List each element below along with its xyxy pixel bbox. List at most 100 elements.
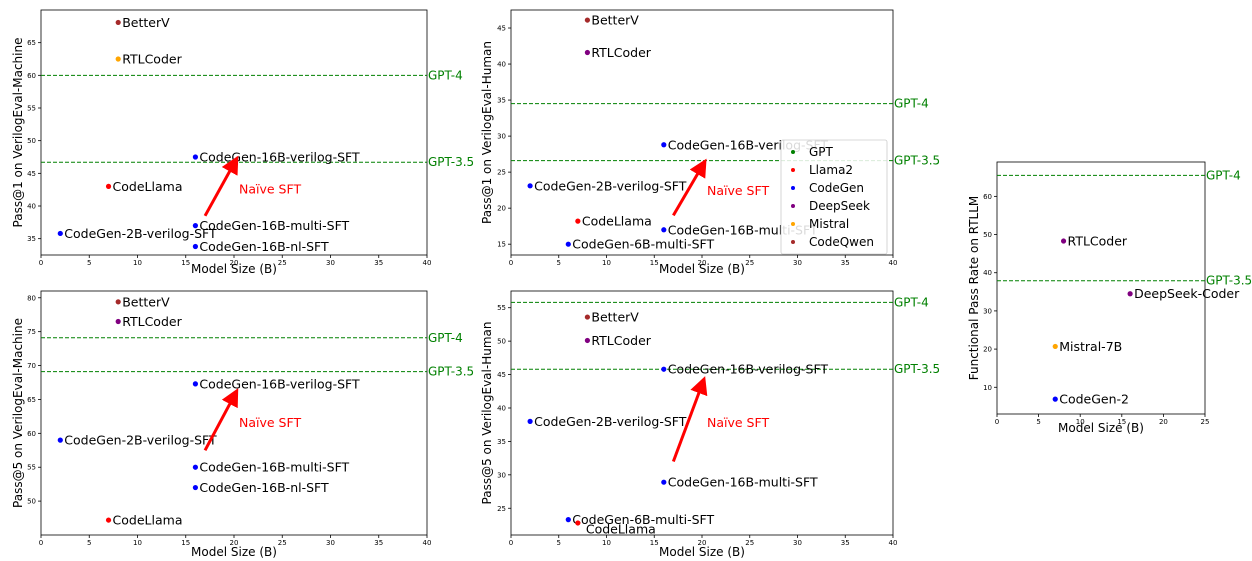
reference-label-gpt-4: GPT-4 xyxy=(428,68,463,82)
y-tick-label: 40 xyxy=(497,61,506,69)
y-axis-label: Pass@1 on VerilogEval-Human xyxy=(480,41,494,224)
data-point-label: CodeGen-16B-verilog-SFT xyxy=(199,150,360,165)
x-axis-label: Model Size (B) xyxy=(659,545,745,559)
x-tick-label: 35 xyxy=(841,539,850,547)
x-tick-label: 30 xyxy=(793,539,802,547)
data-point-label: CodeGen-6B-multi-SFT xyxy=(572,512,714,527)
x-tick-label: 35 xyxy=(374,259,383,267)
y-axis-label: Pass@5 on VerilogEval-Machine xyxy=(11,318,25,508)
naive-sft-arrow xyxy=(671,376,708,462)
y-axis-label: Functional Pass Rate on RTLLM xyxy=(967,196,981,381)
x-axis-label: Model Size (B) xyxy=(191,545,277,559)
x-tick-label: 0 xyxy=(39,539,43,547)
x-tick-label: 0 xyxy=(509,539,513,547)
y-axis-label: Pass@1 on VerilogEval-Machine xyxy=(11,38,25,228)
x-axis-label: Model Size (B) xyxy=(659,262,745,276)
reference-label-gpt-3.5: GPT-3.5 xyxy=(428,155,474,169)
data-point-deepseek-coder xyxy=(1127,291,1133,297)
data-point-codegen-2b-verilog-sft xyxy=(527,183,533,189)
y-tick-label: 30 xyxy=(497,471,506,479)
legend-entry-deepseek: DeepSeek xyxy=(809,199,870,213)
data-point-codegen-16b-multi-sft xyxy=(661,479,667,485)
data-point-label: CodeGen-2B-verilog-SFT xyxy=(534,178,687,193)
data-point-label: BetterV xyxy=(591,310,639,325)
reference-label-gpt-4: GPT-4 xyxy=(428,331,463,345)
legend: GPT Llama2 CodeGen DeepSeek Mistral CodeQwen xyxy=(780,139,888,255)
x-tick-label: 30 xyxy=(793,259,802,267)
data-point-codegen-2 xyxy=(1052,396,1058,402)
x-tick-label: 0 xyxy=(995,418,999,426)
data-point-label: CodeGen-2B-verilog-SFT xyxy=(64,433,217,448)
y-tick-label: 35 xyxy=(497,97,506,105)
x-tick-label: 25 xyxy=(278,259,287,267)
y-tick-label: 30 xyxy=(497,133,506,141)
data-point-codegen-2b-verilog-sft xyxy=(527,418,533,424)
data-point-label: DeepSeek-Coder xyxy=(1134,286,1240,301)
legend-entry-llama2: Llama2 xyxy=(809,163,853,177)
data-point-betterv xyxy=(584,314,591,320)
y-tick-label: 65 xyxy=(27,396,36,404)
y-tick-label: 40 xyxy=(27,203,36,211)
y-tick-label: 50 xyxy=(497,338,506,346)
x-tick-label: 25 xyxy=(1201,418,1210,426)
data-point-label: CodeGen-2B-verilog-SFT xyxy=(64,226,217,241)
data-point-label: CodeGen-16B-verilog-SFT xyxy=(668,362,829,377)
y-tick-label: 65 xyxy=(27,39,36,47)
legend-marker-deepseek xyxy=(791,204,795,208)
x-axis-label: Model Size (B) xyxy=(1058,421,1144,435)
legend-marker-codegen xyxy=(791,186,795,190)
data-point-betterv xyxy=(115,19,121,26)
data-point-label: CodeGen-16B-verilog-SFT xyxy=(199,376,360,391)
x-tick-label: 20 xyxy=(1159,418,1168,426)
data-point-codegen-6b-multi-sft xyxy=(565,241,571,247)
reference-label-gpt-3.5: GPT-3.5 xyxy=(428,365,474,379)
reference-label-gpt-4: GPT-4 xyxy=(894,97,929,111)
x-tick-label: 10 xyxy=(602,539,611,547)
reference-label-gpt-3.5: GPT-3.5 xyxy=(1206,274,1252,288)
plot-frame xyxy=(40,290,428,536)
y-tick-label: 35 xyxy=(27,235,36,243)
y-tick-label: 70 xyxy=(27,362,36,370)
x-tick-label: 10 xyxy=(1076,418,1085,426)
data-point-label: CodeGen-16B-nl-SFT xyxy=(199,239,329,254)
x-tick-label: 40 xyxy=(889,259,898,267)
naive-sft-label: Naïve SFT xyxy=(239,182,301,197)
naive-sft-arrow xyxy=(203,388,239,451)
data-point-codegen-16b-verilog-sft xyxy=(661,142,667,148)
data-point-label: CodeGen-16B-multi-SFT xyxy=(668,475,818,490)
legend-marker-mistral xyxy=(791,222,795,226)
legend-marker-codeqwen xyxy=(791,240,795,244)
x-tick-label: 20 xyxy=(698,259,707,267)
y-tick-label: 10 xyxy=(983,384,992,392)
y-tick-label: 50 xyxy=(983,231,992,239)
plot-frame xyxy=(996,161,1206,415)
data-point-label: RTLCoder xyxy=(122,314,182,329)
x-tick-label: 40 xyxy=(423,259,432,267)
x-tick-label: 25 xyxy=(745,539,754,547)
naive-sft-label: Naïve SFT xyxy=(707,183,769,198)
y-tick-label: 40 xyxy=(983,269,992,277)
naive-sft-arrow xyxy=(672,158,707,217)
x-tick-label: 30 xyxy=(326,539,335,547)
data-point-codegen-16b-multi-sft xyxy=(661,227,667,233)
x-tick-label: 15 xyxy=(650,539,659,547)
data-point-label: RTLCoder xyxy=(591,333,651,348)
data-point-codegen-16b-verilog-sft xyxy=(661,366,667,372)
x-tick-label: 0 xyxy=(39,259,43,267)
data-point-label: CodeGen-2B-verilog-SFT xyxy=(534,414,687,429)
y-tick-label: 60 xyxy=(983,193,992,201)
data-point-codegen-2b-verilog-sft xyxy=(57,230,63,237)
data-point-mistral-7b xyxy=(1052,343,1058,350)
y-tick-label: 50 xyxy=(27,137,36,145)
data-point-rtlcoder xyxy=(115,56,121,62)
data-point-rtlcoder xyxy=(584,337,591,344)
data-point-label: CodeGen-16B-multi-SFT xyxy=(199,218,349,233)
y-tick-label: 20 xyxy=(497,205,506,213)
chart-panel-1: 0 5 10 15 20 25 30 35 40 35 40 45 50 55 60 65 Model Size… xyxy=(11,9,474,276)
legend-entry-codeqwen: CodeQwen xyxy=(809,235,874,249)
x-tick-label: 15 xyxy=(1117,418,1126,426)
data-point-codegen-16b-nl-sft xyxy=(192,243,198,250)
y-tick-label: 55 xyxy=(27,105,36,113)
x-tick-label: 30 xyxy=(326,259,335,267)
data-point-codegen-16b-multi-sft xyxy=(192,223,198,229)
